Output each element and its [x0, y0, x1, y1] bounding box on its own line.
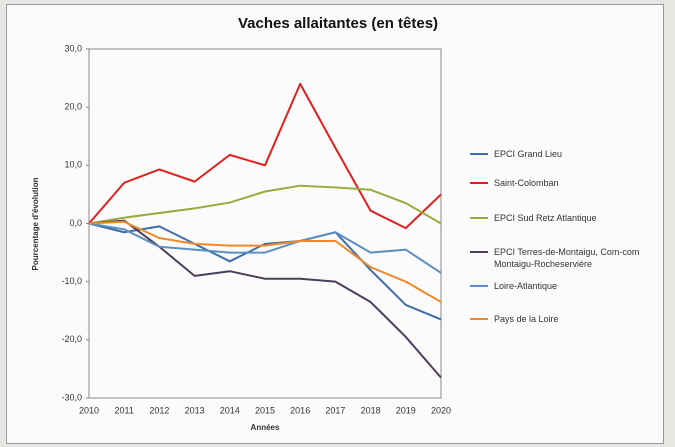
legend-item: Pays de la Loire: [470, 313, 654, 325]
y-tick-label: -30,0: [61, 392, 82, 402]
series-line: [88, 222, 442, 321]
x-tick-label: 2011: [115, 405, 134, 415]
y-tick-label: 30,0: [64, 43, 82, 53]
series-line: [88, 184, 442, 225]
series-line: [88, 82, 442, 230]
legend-item: EPCI Terres-de-Montaigu, Com-com Montaig…: [470, 246, 654, 270]
x-axis-title: Années: [251, 423, 280, 432]
x-tick-label: 2017: [325, 405, 345, 415]
legend-label: Loire-Atlantique: [494, 281, 558, 291]
legend-swatch: [470, 318, 488, 320]
y-tick-label: 0,0: [69, 218, 82, 228]
x-tick-label: 2016: [290, 405, 310, 415]
legend-swatch: [470, 251, 488, 253]
y-tick-label: -20,0: [61, 334, 82, 344]
plot-frame: [88, 48, 442, 399]
x-tick-label: 2010: [79, 405, 99, 415]
chart-title: Vaches allaitantes (en têtes): [238, 15, 438, 32]
legend-item: EPCI Sud Retz Atlantique: [470, 212, 654, 224]
legend-swatch: [470, 217, 488, 219]
x-tick-label: 2018: [361, 405, 381, 415]
y-tick-label: 10,0: [64, 160, 82, 170]
x-tick-label: 2020: [431, 405, 451, 415]
series-line: [88, 220, 442, 303]
x-tick-label: 2012: [149, 405, 169, 415]
legend-swatch: [470, 182, 488, 184]
chart-frame: [6, 4, 664, 444]
legend-item: Saint-Colomban: [470, 177, 654, 189]
y-tick-label: -10,0: [61, 276, 82, 286]
legend-label: EPCI Terres-de-Montaigu, Com-com Montaig…: [494, 247, 640, 269]
x-tick-label: 2019: [396, 405, 416, 415]
x-tick-label: 2014: [220, 405, 240, 415]
legend-label: Saint-Colomban: [494, 178, 559, 188]
y-axis-title: Pourcentage d'évolution: [31, 177, 40, 270]
x-tick-label: 2015: [255, 405, 275, 415]
legend-label: EPCI Sud Retz Atlantique: [494, 213, 597, 223]
legend-swatch: [470, 285, 488, 287]
series-line: [88, 222, 442, 274]
legend-swatch: [470, 153, 488, 155]
legend-item: EPCI Grand Lieu: [470, 148, 654, 160]
legend-label: Pays de la Loire: [494, 314, 559, 324]
x-tick-label: 2013: [185, 405, 205, 415]
y-tick-label: 20,0: [64, 102, 82, 112]
legend-item: Loire-Atlantique: [470, 280, 654, 292]
legend-label: EPCI Grand Lieu: [494, 149, 563, 159]
series-line: [88, 219, 442, 379]
